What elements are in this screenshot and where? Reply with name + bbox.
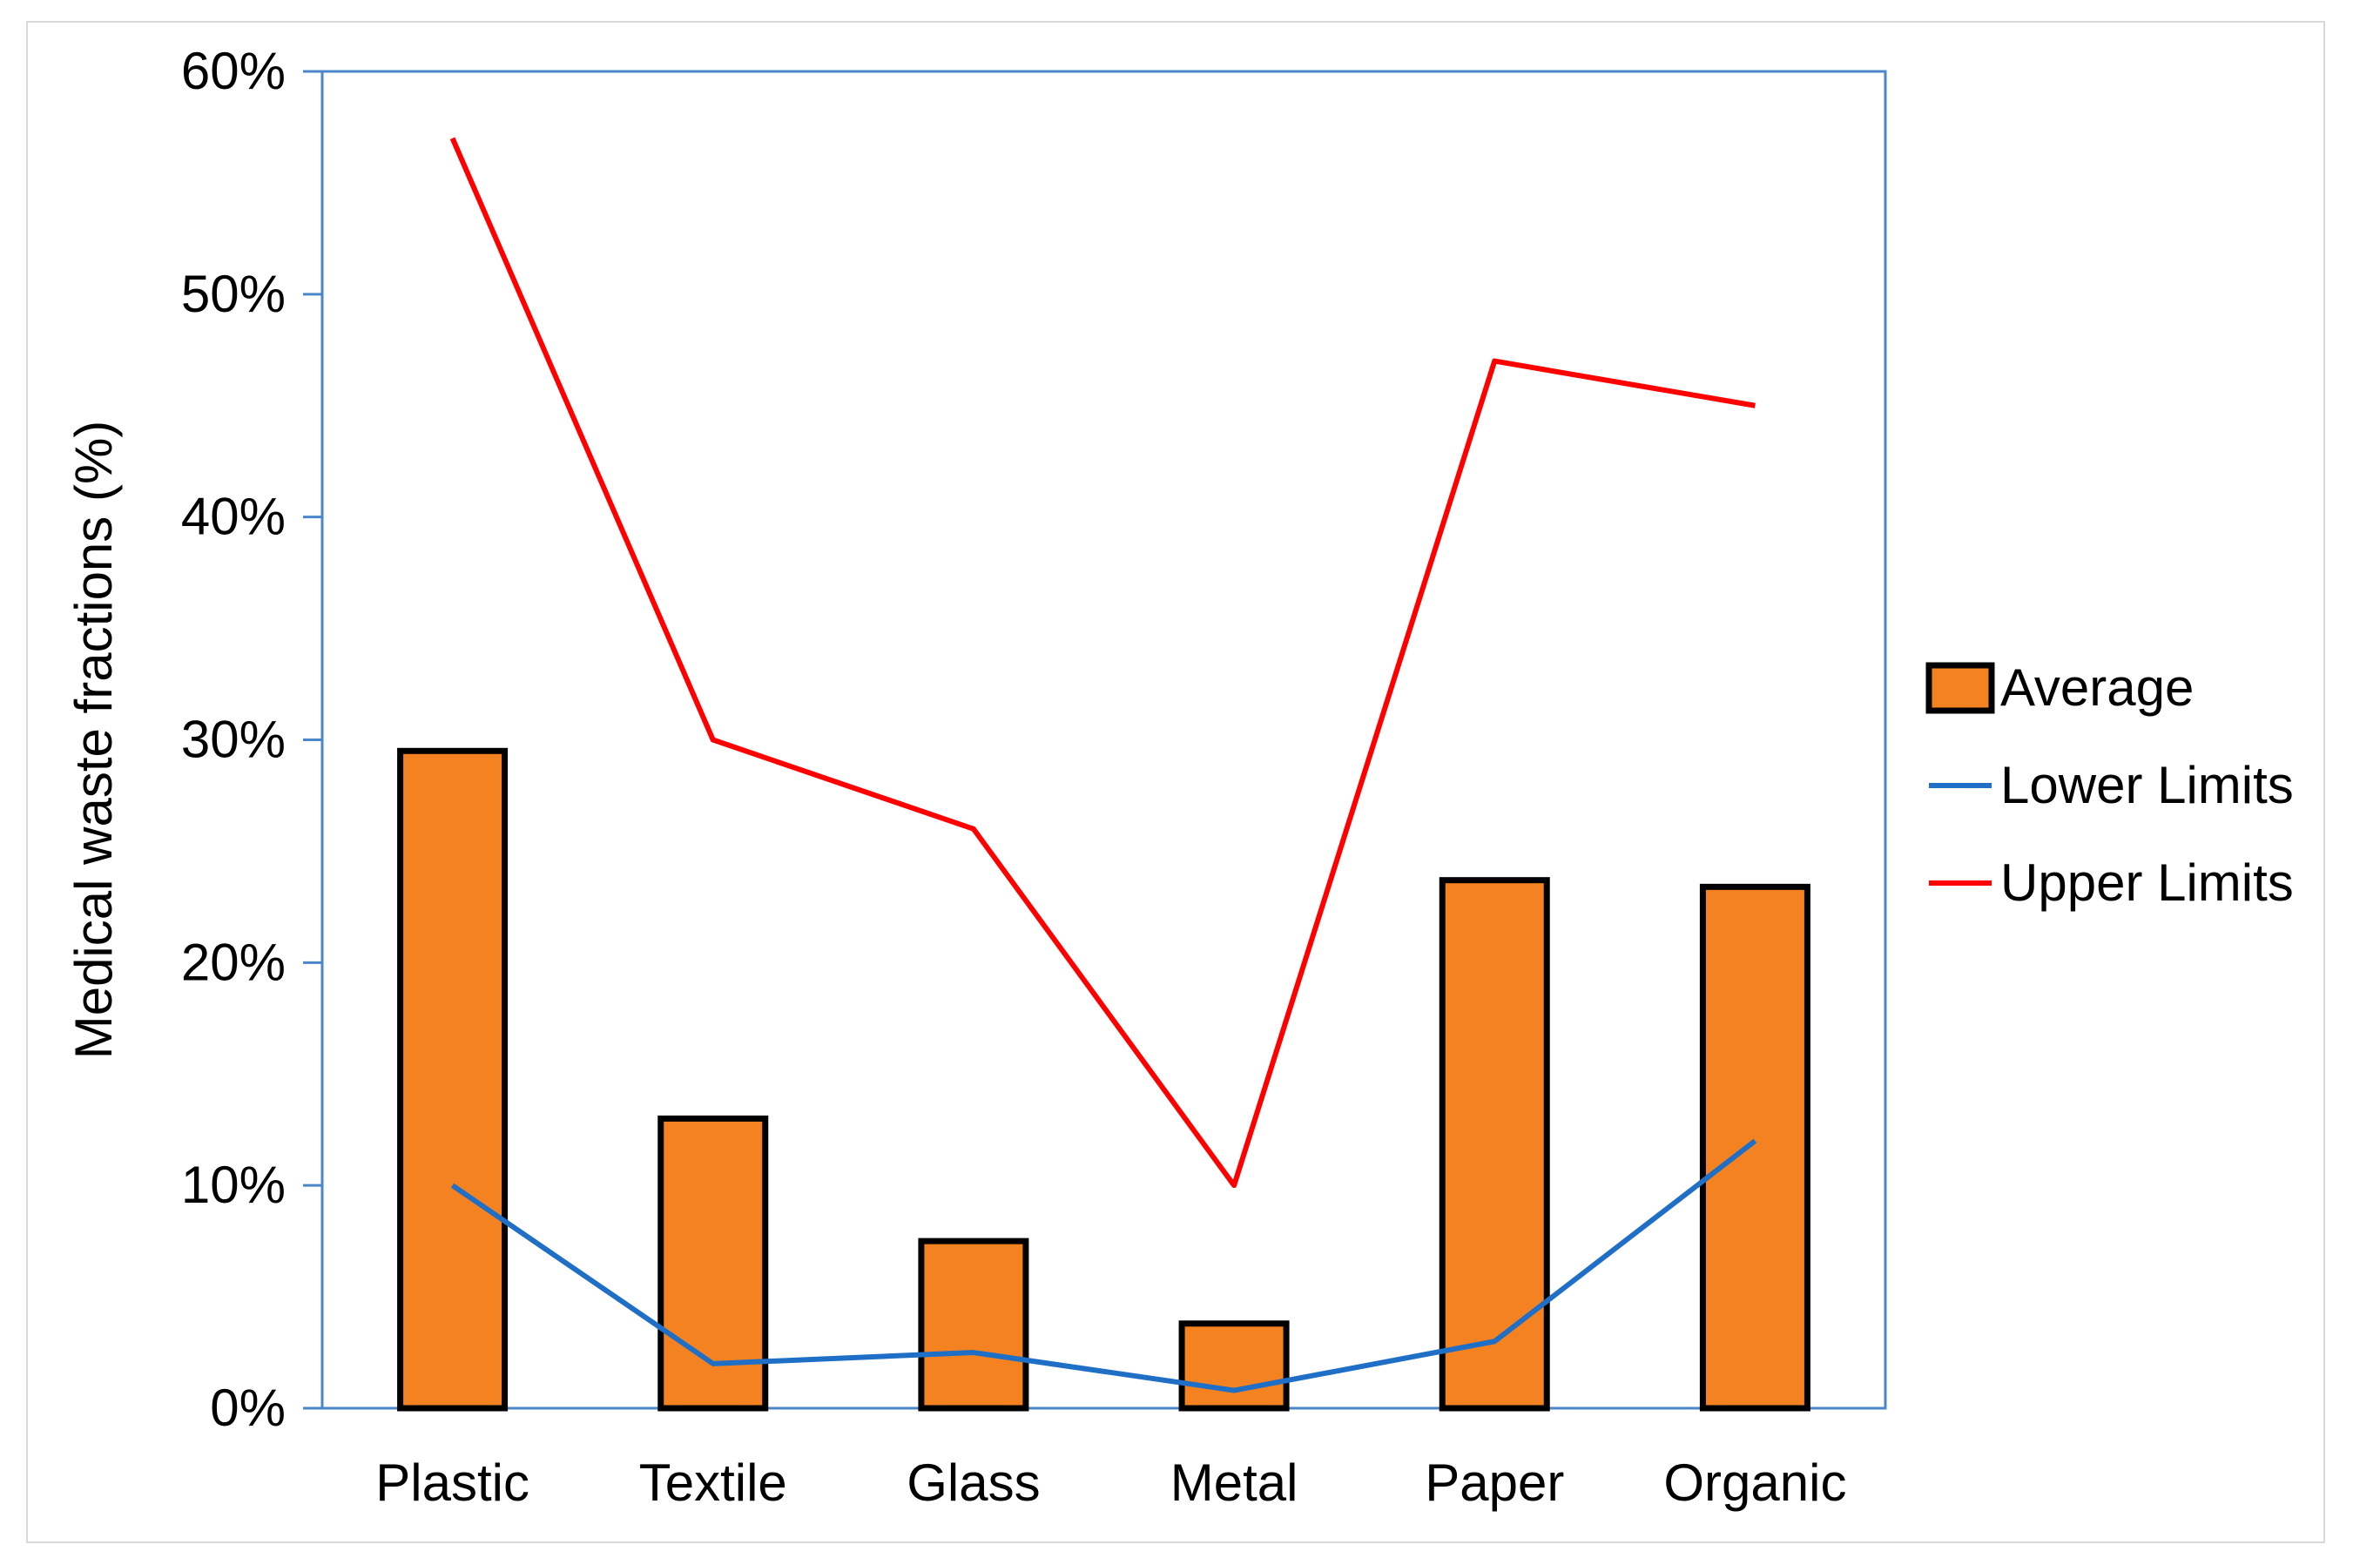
x-tick-label: Organic	[1663, 1453, 1846, 1512]
bar-textile	[657, 1115, 769, 1412]
y-tick-label: 10%	[181, 1156, 286, 1214]
bar-organic	[1699, 883, 1810, 1412]
bar-paper	[1439, 877, 1550, 1412]
x-axis: Plastic Textile Glass Metal Paper Organic	[375, 1453, 1846, 1512]
y-axis-title: Medical waste fractions (%)	[64, 421, 123, 1060]
legend: Average Lower Limits Upper Limits	[1925, 658, 2294, 912]
bar-glass	[918, 1238, 1029, 1412]
legend-label: Average	[2000, 658, 2194, 717]
plot-area	[320, 70, 1887, 1410]
y-tick-label: 40%	[181, 488, 286, 546]
y-tick-label: 0%	[210, 1379, 286, 1437]
x-tick-label: Metal	[1170, 1453, 1298, 1512]
y-tick-label: 50%	[181, 265, 286, 323]
bar-metal	[1178, 1320, 1290, 1412]
x-tick-label: Plastic	[375, 1453, 529, 1512]
series-line-upper-limits	[449, 137, 1756, 1189]
x-tick-label: Paper	[1425, 1453, 1564, 1512]
line-group	[449, 137, 1757, 1393]
bar-plastic	[397, 747, 509, 1412]
legend-label: Upper Limits	[2000, 853, 2294, 912]
series-line-lower-limits	[450, 1138, 1757, 1393]
bar-group	[397, 747, 1810, 1412]
legend-label: Lower Limits	[2000, 756, 2294, 814]
y-axis: 0% 10% 20% 30% 40% 50% 60%	[181, 42, 322, 1437]
legend-swatch-average	[1925, 662, 1995, 714]
y-tick-label: 30%	[181, 711, 286, 769]
x-tick-label: Textile	[639, 1453, 787, 1512]
y-tick-label: 20%	[181, 933, 286, 991]
y-tick-label: 60%	[181, 42, 286, 100]
x-tick-label: Glass	[907, 1453, 1040, 1512]
